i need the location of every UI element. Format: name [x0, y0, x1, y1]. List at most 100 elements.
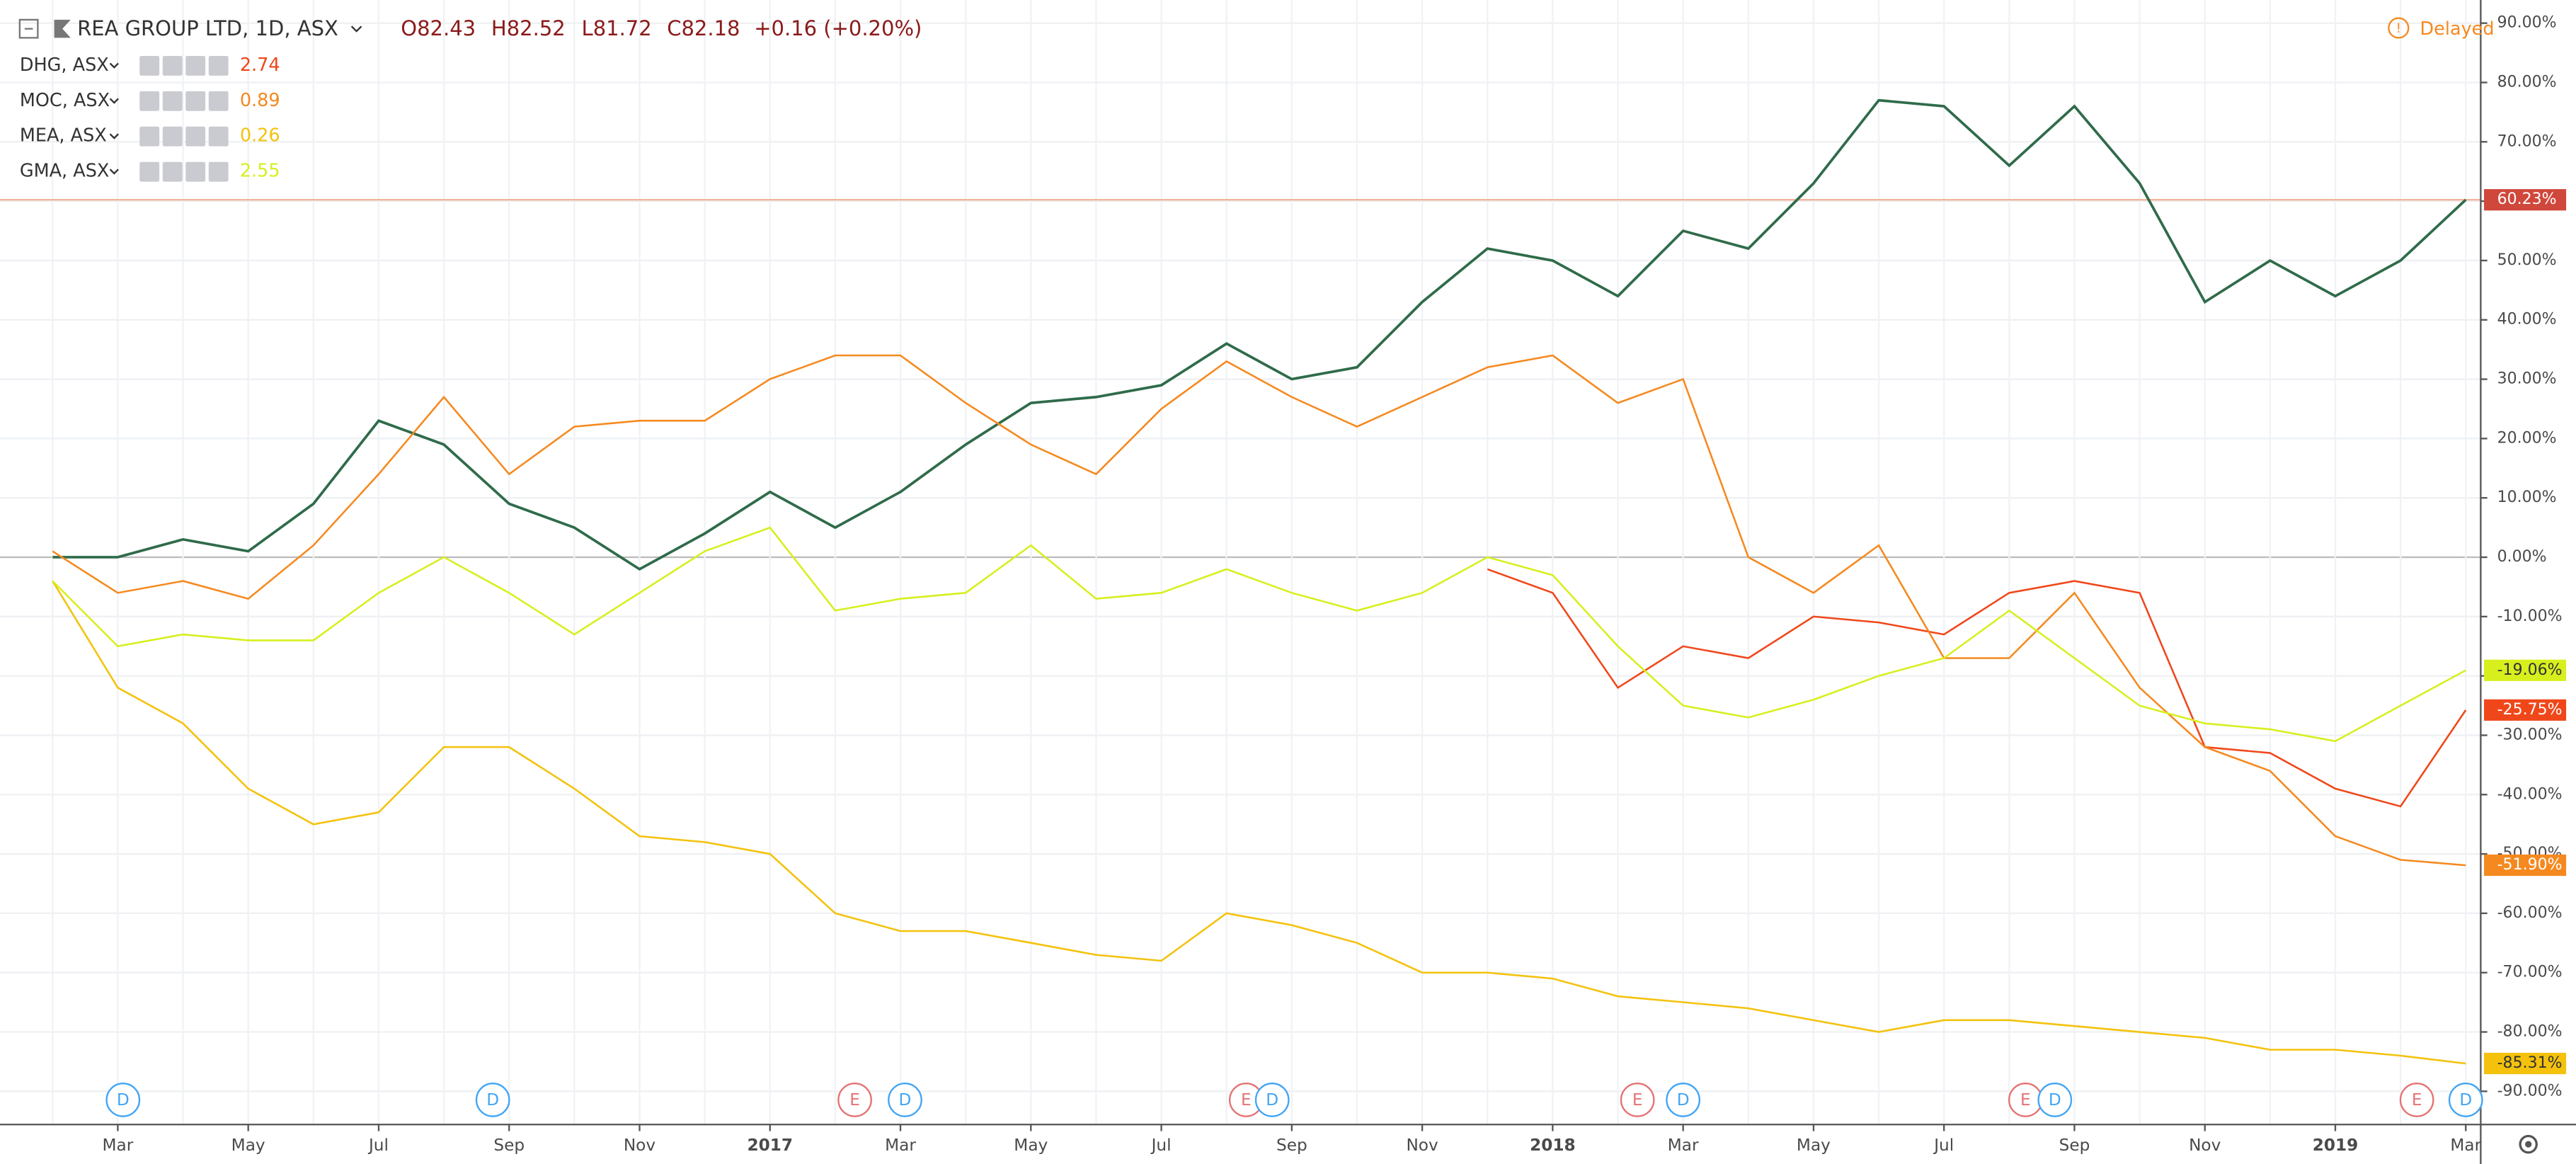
axes: -90.00%-80.00%-70.00%-60.00%-50.00%-40.0…	[103, 14, 2567, 1155]
event-marker[interactable]	[1254, 1083, 1290, 1117]
x-tick-label: May	[231, 1136, 265, 1155]
legend-button[interactable]	[185, 91, 206, 111]
legend-price: 2.74	[240, 55, 280, 76]
last-value-label: -25.75%	[2497, 701, 2563, 719]
legend-button[interactable]	[162, 126, 183, 147]
series-line	[52, 580, 2466, 1065]
plot	[0, 98, 2481, 1065]
flag-icon[interactable]	[54, 19, 71, 38]
legend-button[interactable]	[139, 55, 160, 76]
legend-button[interactable]	[185, 161, 206, 182]
delayed-icon[interactable]	[2388, 17, 2410, 39]
event-marker[interactable]	[888, 1083, 922, 1117]
chevron[interactable]	[109, 62, 119, 69]
legend-button[interactable]	[162, 55, 183, 76]
legend-price: 2.55	[240, 161, 280, 182]
x-tick-label: May	[1014, 1136, 1048, 1155]
close: C82.18	[667, 16, 740, 40]
chevron[interactable]	[350, 25, 362, 33]
settings-button[interactable]	[2519, 1134, 2538, 1154]
event-marker[interactable]	[837, 1083, 872, 1117]
chevron[interactable]	[109, 133, 119, 139]
chevron[interactable]	[109, 169, 119, 175]
legend-price: 0.89	[240, 90, 280, 111]
event-marker[interactable]	[2399, 1083, 2434, 1117]
y-tick-label: -40.00%	[2497, 785, 2563, 803]
delayed-icon-mark: !	[2396, 21, 2401, 36]
last-value-tag	[2484, 659, 2567, 681]
y-tick-label: 10.00%	[2497, 489, 2557, 506]
last-value-tag	[2484, 189, 2567, 211]
legend-name[interactable]: MEA, ASX	[20, 125, 107, 147]
event-marker[interactable]	[1666, 1083, 1701, 1117]
gear-icon[interactable]	[2519, 1134, 2538, 1154]
y-tick-label: -90.00%	[2497, 1082, 2563, 1100]
x-tick-label: Nov	[1406, 1136, 1438, 1155]
legend-button[interactable]	[208, 161, 229, 182]
series-line	[52, 354, 2466, 867]
symbol-title[interactable]: REA GROUP LTD, 1D, ASX	[77, 16, 338, 40]
collapse-icon[interactable]	[18, 18, 39, 39]
event-label: D	[1266, 1090, 1278, 1109]
legend-name[interactable]: MOC, ASX	[20, 90, 110, 111]
legend-button[interactable]	[185, 126, 206, 147]
last-value-label: -51.90%	[2497, 856, 2563, 874]
legend-button[interactable]	[162, 91, 183, 111]
chevron[interactable]	[109, 98, 119, 104]
event-marker[interactable]	[105, 1083, 141, 1117]
y-tick-label: -30.00%	[2497, 726, 2563, 743]
legend-name[interactable]: GMA, ASX	[20, 161, 110, 182]
legend-button[interactable]	[208, 55, 229, 76]
x-tick-label: Nov	[624, 1136, 656, 1155]
legend-button[interactable]	[162, 161, 183, 182]
last-value-tag	[2484, 699, 2567, 721]
event-marker[interactable]	[2037, 1083, 2073, 1117]
x-tick-label: 2018	[1530, 1136, 1576, 1155]
legend-name[interactable]: DHG, ASX	[20, 55, 109, 76]
event-label: E	[1241, 1090, 1252, 1109]
last-value-tag	[2484, 1052, 2567, 1075]
high: H82.52	[491, 16, 566, 40]
last-value-label: -19.06%	[2497, 661, 2563, 679]
x-tick-label: Mar	[103, 1136, 134, 1155]
event-label: D	[486, 1090, 499, 1109]
delayed-status[interactable]: Delayed	[2420, 18, 2495, 40]
event-label: D	[899, 1090, 912, 1109]
legend-button[interactable]	[208, 126, 229, 147]
event-label: D	[2459, 1090, 2472, 1109]
x-tick-label: Jul	[367, 1136, 389, 1155]
legend-button[interactable]	[208, 91, 229, 111]
x-tick-label: May	[1797, 1136, 1831, 1155]
y-tick-label: 20.00%	[2497, 429, 2557, 447]
series-line	[1487, 568, 2467, 808]
legend-button[interactable]	[139, 91, 160, 111]
y-tick-label: 50.00%	[2497, 251, 2557, 269]
last-value-label: -85.31%	[2497, 1054, 2563, 1072]
grid	[0, 0, 2481, 1125]
legend-button[interactable]	[139, 126, 160, 147]
x-tick-label: Mar	[1668, 1136, 1699, 1155]
event-marker[interactable]	[475, 1083, 510, 1117]
open: O82.43	[401, 16, 476, 40]
event-marker[interactable]	[2448, 1083, 2483, 1117]
x-tick-label: Sep	[2059, 1136, 2090, 1155]
event-label: E	[849, 1090, 860, 1109]
legend: DHG, ASX 2.74 MOC, ASX 0.89 MEA, ASX 0.26 GMA,…	[20, 55, 280, 182]
event-marker[interactable]	[1620, 1083, 1655, 1117]
y-tick-label: 80.00%	[2497, 73, 2557, 91]
y-tick-label: -80.00%	[2497, 1023, 2563, 1041]
event-label: E	[1632, 1090, 1643, 1109]
y-tick-label: -70.00%	[2497, 964, 2563, 981]
low: L81.72	[582, 16, 652, 40]
x-tick-label: Sep	[493, 1136, 525, 1155]
legend-price: 0.26	[240, 125, 280, 147]
legend-button[interactable]	[185, 55, 206, 76]
y-tick-label: 30.00%	[2497, 370, 2557, 388]
legend-button[interactable]	[139, 161, 160, 182]
x-tick-label: 2017	[747, 1136, 793, 1155]
x-tick-label: 2019	[2313, 1136, 2359, 1155]
last-value-label: 60.23%	[2497, 190, 2557, 208]
gear-center	[2525, 1141, 2532, 1148]
x-tick-label: Mar	[2450, 1136, 2481, 1155]
change: +0.16 (+0.20%)	[754, 16, 922, 40]
